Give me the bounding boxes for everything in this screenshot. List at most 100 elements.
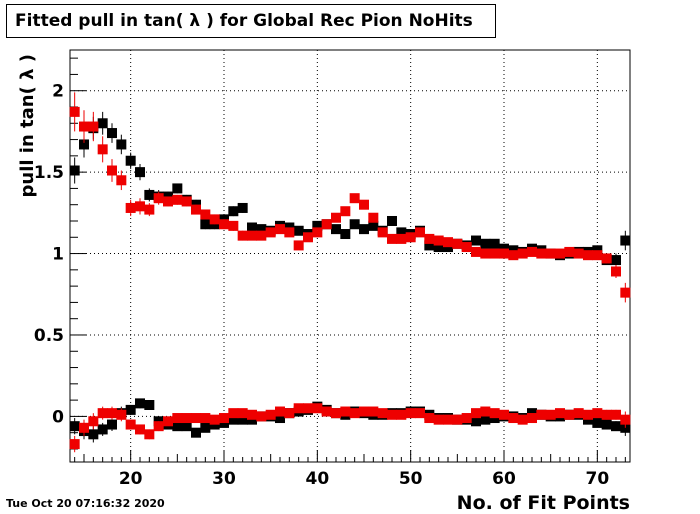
data-point (79, 121, 89, 132)
data-point (209, 214, 220, 225)
data-point (219, 413, 229, 424)
data-point (396, 409, 407, 420)
data-point (573, 248, 584, 259)
data-point (97, 424, 108, 435)
data-point (125, 419, 136, 430)
y-tick-label: 2 (52, 82, 64, 102)
data-point (135, 398, 145, 409)
data-point (368, 220, 379, 231)
data-point (293, 403, 304, 414)
data-point (620, 287, 631, 298)
data-point (331, 212, 341, 223)
data-point (433, 242, 444, 253)
data-point (583, 409, 593, 420)
data-point (172, 421, 183, 432)
y-tick-label: 0.5 (34, 326, 64, 346)
x-axis-label: No. of Fit Points (457, 492, 630, 514)
data-point (69, 106, 80, 117)
data-point (312, 403, 323, 414)
data-point (237, 230, 248, 241)
data-point (461, 413, 472, 424)
data-point (312, 220, 323, 231)
data-point (181, 196, 192, 207)
data-point (387, 409, 397, 420)
x-tick-label: 30 (212, 469, 236, 489)
chart-title: Fitted pull in tan( λ ) for Global Rec P… (15, 11, 473, 31)
data-point (611, 255, 621, 266)
data-point (424, 233, 435, 244)
data-point (88, 429, 99, 440)
data-point (489, 248, 500, 259)
data-point (433, 414, 444, 425)
data-point (144, 429, 155, 440)
data-point (359, 406, 369, 417)
data-point (340, 206, 351, 217)
data-point (256, 230, 267, 241)
data-point (611, 421, 621, 432)
data-point (471, 408, 481, 419)
data-point (499, 409, 509, 420)
data-point (284, 227, 295, 238)
data-point (489, 408, 500, 419)
data-point (144, 204, 155, 215)
x-tick-label: 50 (399, 469, 423, 489)
data-point (303, 232, 313, 243)
data-point (116, 175, 127, 186)
data-point (144, 189, 155, 200)
data-point (79, 139, 89, 150)
data-point (172, 194, 183, 205)
data-marks (69, 92, 631, 453)
data-point (153, 421, 164, 432)
data-point (480, 406, 491, 417)
data-point (396, 227, 407, 238)
data-point (172, 183, 183, 194)
data-point (601, 409, 612, 420)
data-point (415, 408, 425, 419)
data-point (97, 144, 108, 155)
data-point (331, 224, 341, 235)
data-point (536, 248, 547, 259)
y-tick-label: 0 (52, 407, 64, 427)
data-point (583, 250, 593, 261)
data-point (312, 227, 323, 238)
data-point (480, 248, 491, 259)
data-point (368, 406, 379, 417)
data-point (452, 414, 463, 425)
data-point (135, 201, 145, 212)
data-point (191, 413, 201, 424)
data-point (499, 248, 509, 259)
data-point (424, 240, 435, 251)
data-point (545, 248, 556, 259)
data-point (461, 242, 472, 253)
data-point (181, 421, 192, 432)
data-point (247, 409, 257, 420)
data-point (256, 224, 267, 235)
data-point (125, 202, 136, 213)
data-point (433, 235, 444, 246)
data-point (517, 248, 528, 259)
data-point (228, 408, 239, 419)
plot-frame (69, 49, 631, 463)
data-point (396, 233, 407, 244)
data-point (265, 227, 276, 238)
data-point (293, 225, 304, 236)
data-point (377, 227, 388, 238)
data-point (405, 232, 416, 243)
data-point (237, 408, 248, 419)
data-point (191, 427, 201, 438)
data-point (256, 411, 267, 422)
data-point (536, 409, 547, 420)
data-point (247, 222, 257, 233)
data-point (303, 403, 313, 414)
data-point (611, 266, 621, 277)
data-point (69, 421, 80, 432)
data-point (480, 414, 491, 425)
data-point (555, 408, 565, 419)
data-point (349, 193, 360, 204)
data-point (480, 238, 491, 249)
data-point (107, 165, 117, 176)
data-point (69, 439, 80, 450)
data-point (592, 408, 603, 419)
data-point (321, 219, 332, 230)
data-point (88, 416, 99, 427)
